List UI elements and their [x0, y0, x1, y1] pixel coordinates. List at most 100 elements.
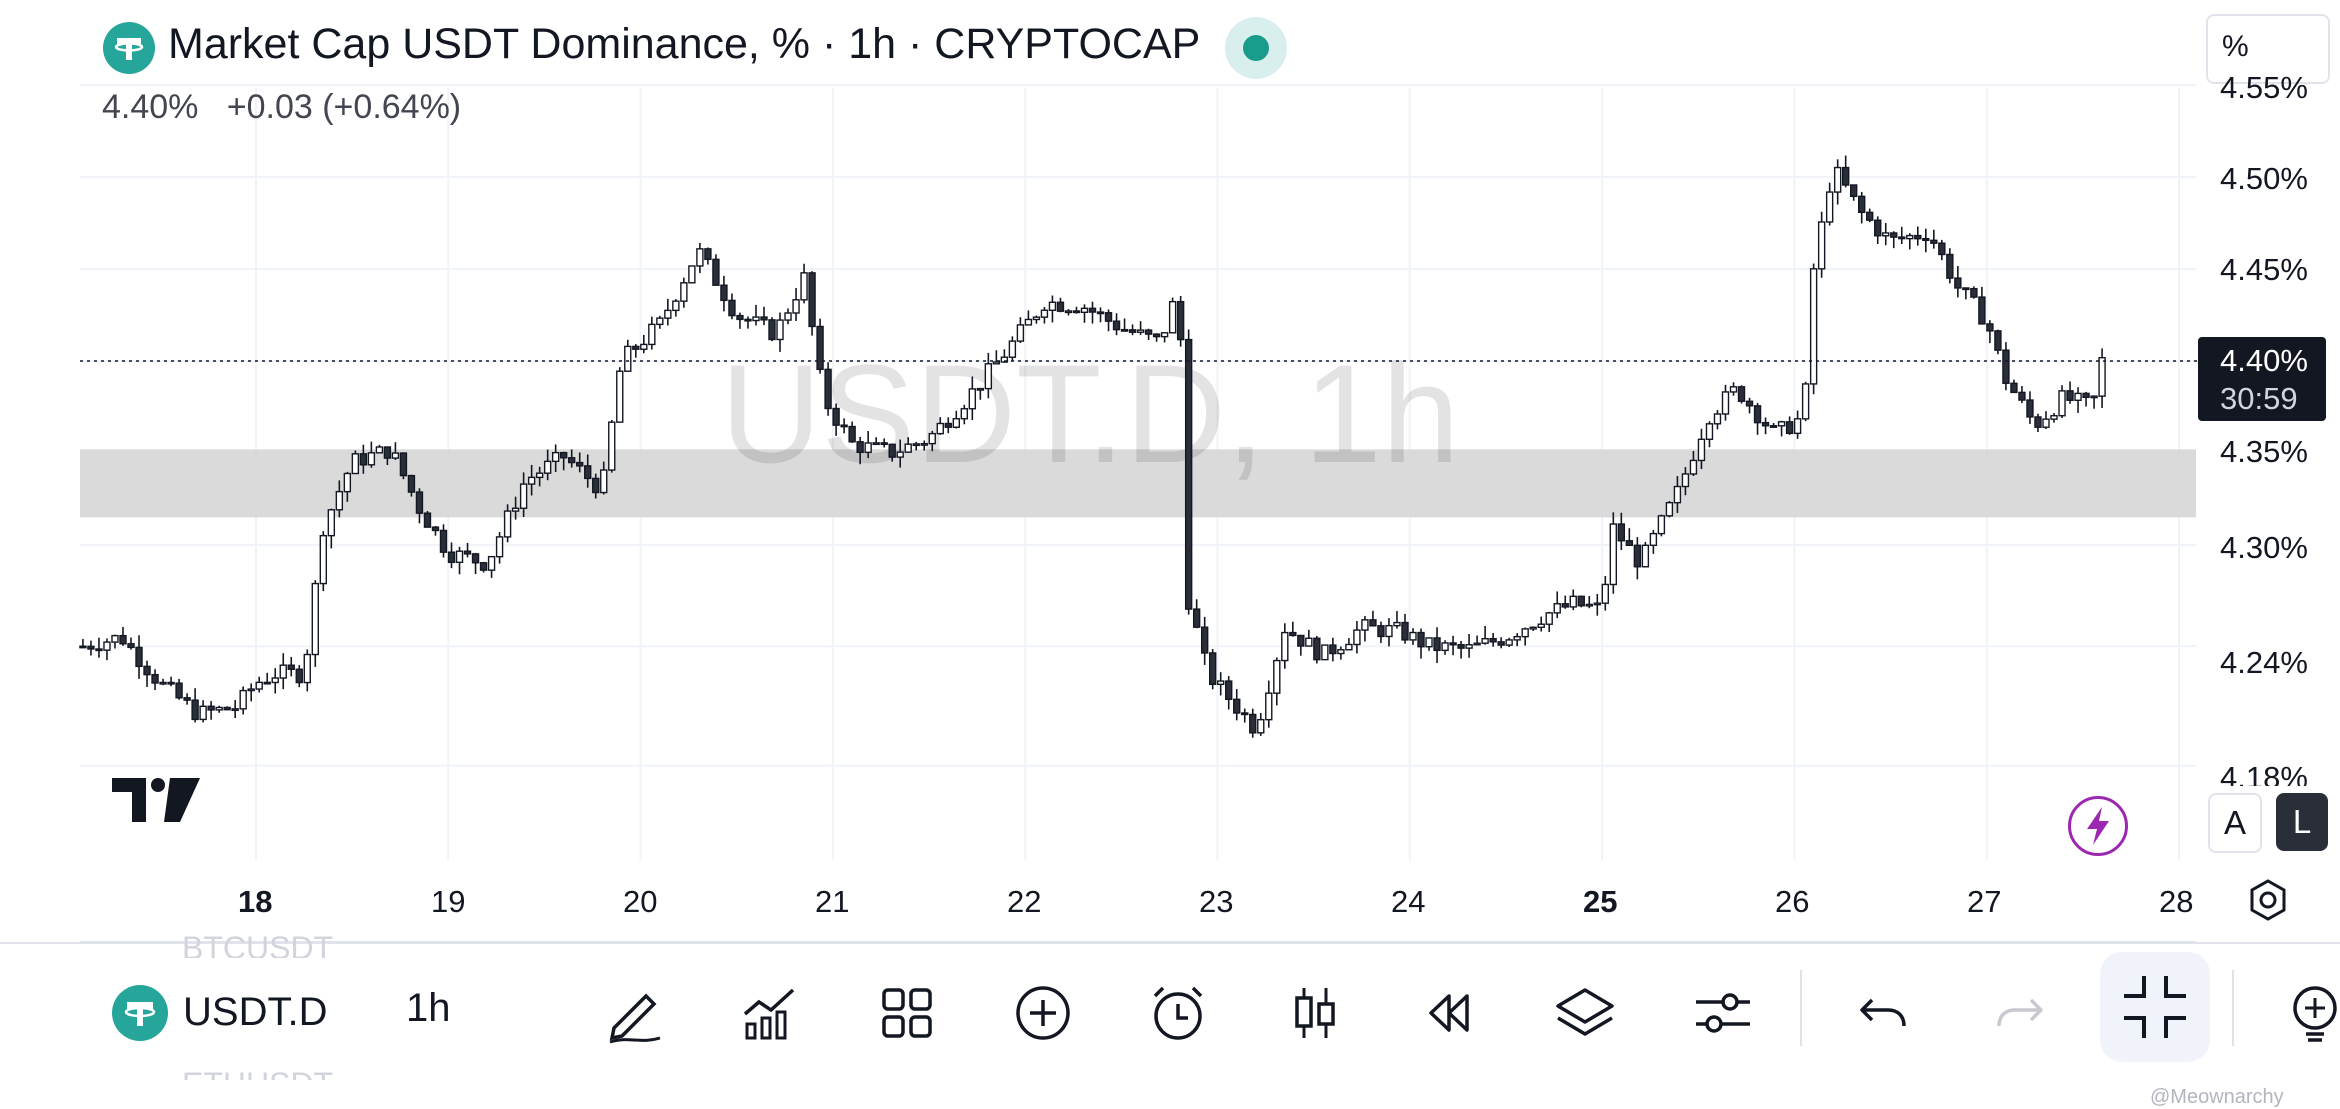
- candle: [616, 367, 624, 423]
- candle: [1858, 191, 1866, 224]
- candle: [1345, 638, 1353, 651]
- candle: [728, 293, 736, 320]
- candle: [2050, 412, 2058, 423]
- candle: [1841, 155, 1850, 188]
- candle: [2042, 411, 2050, 430]
- candle: [816, 318, 824, 374]
- candle: [1882, 223, 1890, 246]
- exit-fullscreen-icon: [2124, 976, 2186, 1038]
- candle: [1553, 591, 1561, 619]
- candle: [720, 275, 728, 312]
- candle: [760, 306, 768, 326]
- x-axis-label: 24: [1391, 884, 1426, 919]
- exit-fullscreen-button[interactable]: [2100, 952, 2210, 1062]
- add-circle-icon[interactable]: [1008, 978, 1078, 1048]
- candle: [495, 532, 504, 564]
- candle: [1176, 295, 1185, 347]
- price-chart[interactable]: USDT.D, 1h: [0, 0, 2340, 950]
- x-axis-label: 20: [623, 884, 658, 919]
- chart-settings-gear-icon[interactable]: [2244, 876, 2292, 929]
- quote-line: 4.40% +0.03 (+0.64%): [102, 88, 461, 127]
- candles-type-icon[interactable]: [1280, 978, 1350, 1048]
- y-axis-label: 4.35%: [2220, 434, 2308, 469]
- replay-icon[interactable]: [1415, 978, 1485, 1048]
- candle: [2018, 386, 2026, 404]
- candle: [1601, 575, 1610, 611]
- candle: [263, 672, 271, 685]
- candle: [1104, 309, 1113, 332]
- candle: [1737, 385, 1746, 404]
- alert-clock-icon[interactable]: [1143, 978, 1213, 1048]
- candle: [976, 387, 985, 400]
- candle: [327, 508, 336, 549]
- candle: [1962, 287, 1970, 300]
- auto-scale-button[interactable]: A: [2208, 793, 2262, 853]
- chart-title[interactable]: Market Cap USDT Dominance, % · 1h · CRYP…: [168, 20, 1201, 68]
- undo-icon[interactable]: [1848, 978, 1918, 1048]
- layers-icon[interactable]: [1550, 978, 1620, 1048]
- candle: [1705, 421, 1714, 448]
- x-axis-label: 26: [1775, 884, 1810, 919]
- x-axis-label: 28: [2159, 884, 2194, 919]
- candle: [1986, 320, 1994, 344]
- candle: [1425, 637, 1433, 651]
- bottom-toolbar: [0, 942, 2340, 1082]
- x-axis-label: 27: [1967, 884, 2002, 919]
- indicators-icon[interactable]: [735, 978, 805, 1048]
- y-axis-label: 4.45%: [2220, 252, 2308, 287]
- candle: [1793, 410, 1802, 439]
- log-scale-button[interactable]: L: [2276, 793, 2328, 851]
- candle: [479, 561, 488, 573]
- candle: [624, 339, 632, 372]
- x-axis-label: 21: [815, 884, 850, 919]
- quick-trade-bolt-icon[interactable]: [2068, 796, 2128, 856]
- candle: [1866, 208, 1874, 223]
- candle: [511, 496, 520, 520]
- layouts-grid-icon[interactable]: [872, 978, 942, 1048]
- candle: [1281, 623, 1289, 669]
- candle: [1617, 512, 1626, 551]
- ideas-bulb-icon[interactable]: [2280, 978, 2340, 1048]
- interval-selector[interactable]: 1h: [406, 986, 451, 1030]
- candle: [1825, 182, 1834, 226]
- ghost-symbol-below: ETHUSDT: [182, 1066, 333, 1080]
- symbol-selector[interactable]: USDT.D: [183, 990, 328, 1034]
- candle: [535, 466, 544, 487]
- candle: [984, 352, 993, 399]
- candle: [471, 552, 480, 575]
- candle: [736, 312, 744, 329]
- candle: [856, 436, 864, 465]
- candle: [1569, 589, 1577, 611]
- candle: [271, 668, 279, 694]
- candle: [487, 555, 496, 578]
- settings-sliders-icon[interactable]: [1688, 978, 1758, 1048]
- candle: [415, 488, 424, 524]
- scale-mode-button[interactable]: %: [2206, 14, 2330, 84]
- candle: [151, 669, 159, 691]
- candle: [2058, 385, 2066, 418]
- candle: [231, 700, 239, 719]
- candle: [1441, 640, 1449, 655]
- candle: [135, 635, 143, 679]
- candle: [455, 546, 464, 575]
- candle: [896, 439, 904, 468]
- quote-change: +0.03 (+0.64%): [226, 88, 462, 126]
- candle: [503, 504, 512, 543]
- candle: [1265, 680, 1273, 728]
- candle: [744, 316, 752, 329]
- candle: [1369, 610, 1377, 627]
- scale-mode-label: %: [2222, 30, 2249, 63]
- symbol-logo-icon[interactable]: [112, 985, 168, 1041]
- candle: [95, 637, 103, 658]
- candle: [1417, 628, 1425, 659]
- candle: [391, 442, 400, 460]
- candle: [463, 542, 472, 558]
- candle: [912, 441, 920, 451]
- candle: [1689, 451, 1698, 477]
- redo-icon[interactable]: [1985, 978, 2055, 1048]
- candle: [1513, 633, 1521, 647]
- draw-pencil-icon[interactable]: [600, 978, 670, 1048]
- candle: [223, 706, 231, 711]
- toolbar-separator: [2232, 970, 2234, 1046]
- highlight-zone[interactable]: [80, 449, 2196, 518]
